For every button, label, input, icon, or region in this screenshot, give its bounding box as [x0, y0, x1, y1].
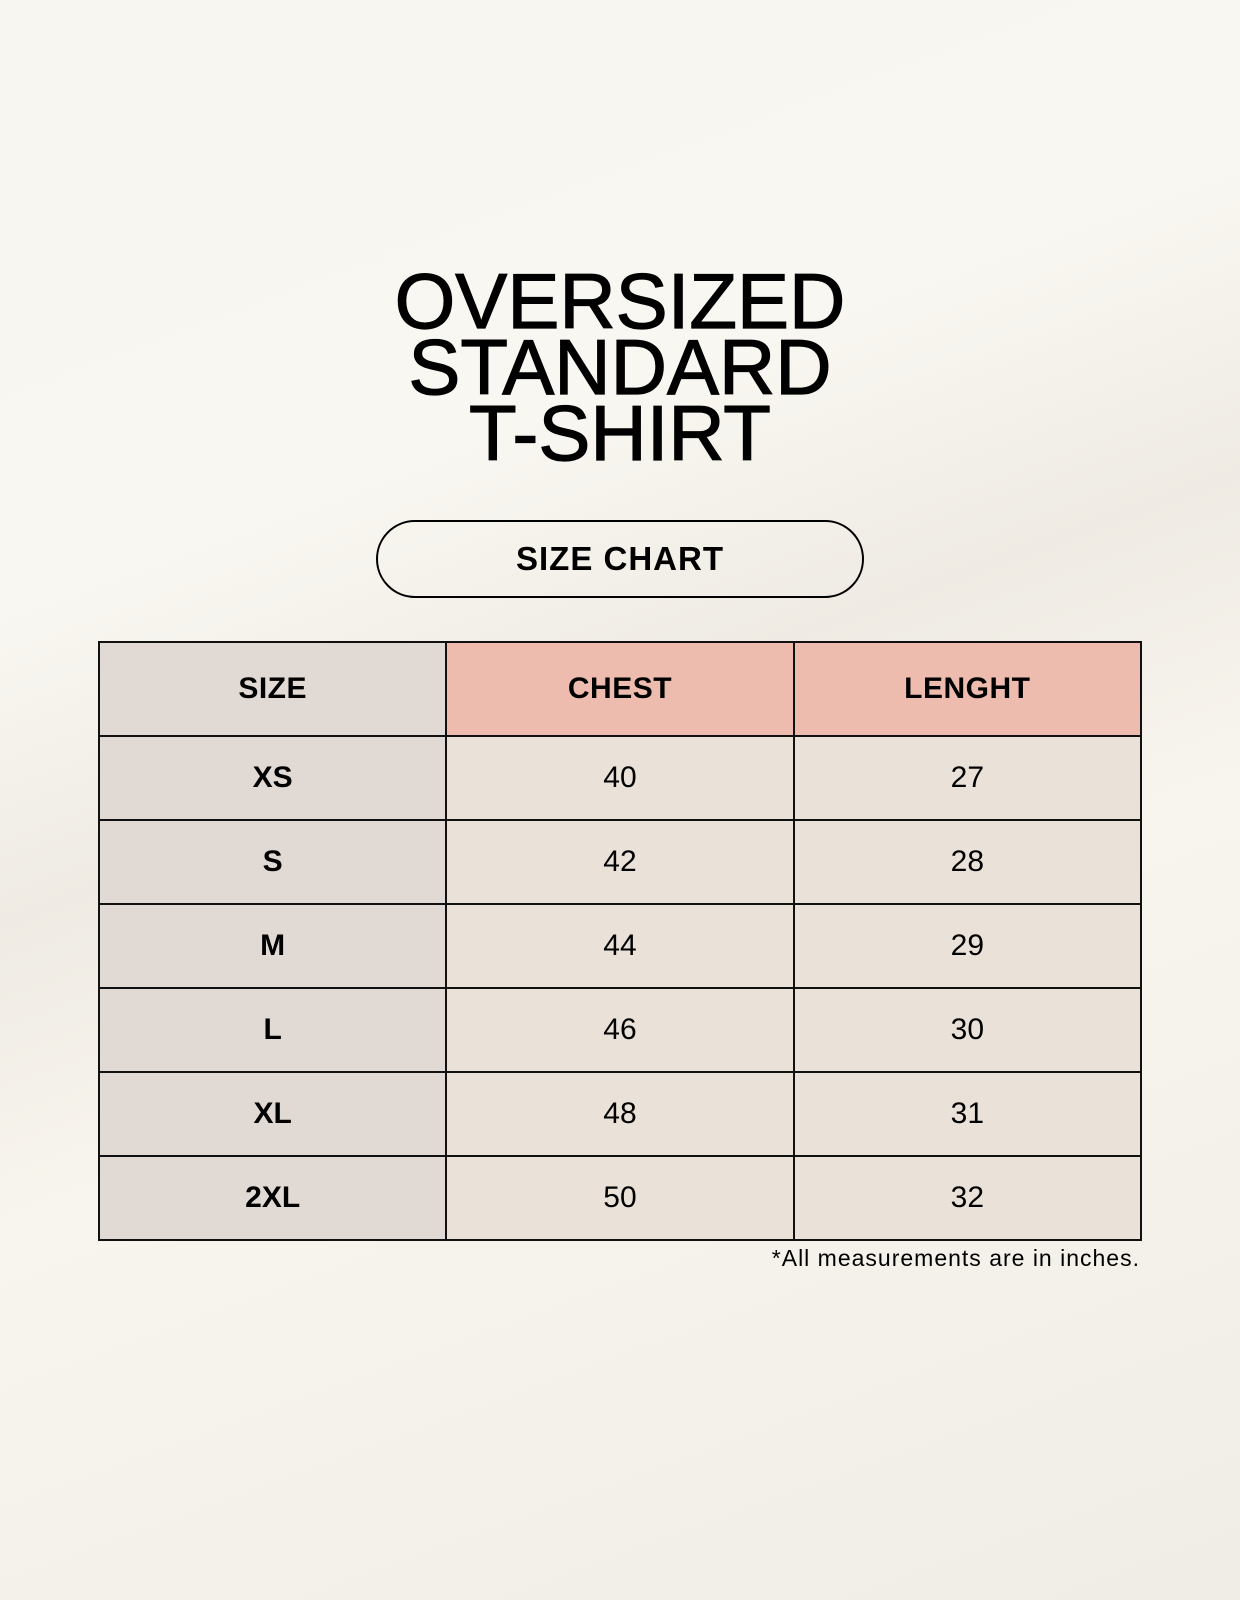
cell-chest: 50 [445, 1155, 795, 1241]
table-row: XL 48 31 [97, 1071, 1143, 1157]
table-row: S 42 28 [97, 819, 1143, 905]
title-line-1: OVERSIZED [394, 257, 846, 345]
table-row: M 44 29 [97, 903, 1143, 989]
cell-size: XL [97, 1071, 448, 1157]
cell-chest: 42 [445, 819, 795, 905]
cell-chest: 44 [445, 903, 795, 989]
cell-size: XS [97, 735, 448, 821]
cell-size: 2XL [97, 1155, 448, 1241]
cell-length: 28 [792, 819, 1143, 905]
cell-chest: 40 [445, 735, 795, 821]
header-length: LENGHT [792, 641, 1143, 737]
cell-length: 29 [792, 903, 1143, 989]
title-line-2: STANDARD [408, 323, 832, 411]
cell-chest: 48 [445, 1071, 795, 1157]
cell-size: M [97, 903, 448, 989]
cell-length: 32 [792, 1155, 1143, 1241]
cell-length: 27 [792, 735, 1143, 821]
table-row: L 46 30 [97, 987, 1143, 1073]
header-size: SIZE [97, 641, 448, 737]
cell-size: S [97, 819, 448, 905]
cell-chest: 46 [445, 987, 795, 1073]
table-header-row: SIZE CHEST LENGHT [97, 641, 1143, 737]
table-row: XS 40 27 [97, 735, 1143, 821]
cell-length: 30 [792, 987, 1143, 1073]
size-chart-badge: SIZE CHART [376, 520, 864, 598]
cell-length: 31 [792, 1071, 1143, 1157]
header-chest: CHEST [445, 641, 795, 737]
cell-size: L [97, 987, 448, 1073]
title-line-3: T-SHIRT [468, 389, 771, 477]
table-row: 2XL 50 32 [97, 1155, 1143, 1241]
size-table: SIZE CHEST LENGHT XS 40 27 S 42 28 M 44 29 L 46 30 X… [97, 641, 1143, 1241]
measurement-footnote: *All measurements are in inches. [771, 1245, 1140, 1271]
page-title: OVERSIZED STANDARD T-SHIRT [0, 257, 1240, 477]
